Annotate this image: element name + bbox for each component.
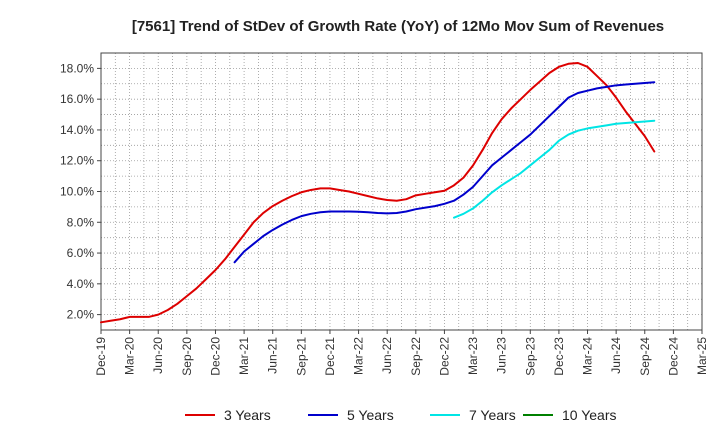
x-tick-label: Mar-20 xyxy=(123,337,137,375)
x-tick-label: Mar-23 xyxy=(466,337,480,375)
x-tick-label: Jun-24 xyxy=(609,337,623,374)
x-tick-label: Jun-23 xyxy=(495,337,509,374)
x-tick-label: Dec-21 xyxy=(323,337,337,376)
y-tick-label: 16.0% xyxy=(60,92,94,106)
x-tick-label: Sep-20 xyxy=(180,337,194,376)
x-tick-label: Sep-22 xyxy=(409,337,423,376)
legend: 3 Years 5 Years 7 Years 10 Years xyxy=(185,407,617,423)
x-tick-label: Mar-25 xyxy=(695,337,709,375)
y-tick-label: 14.0% xyxy=(60,123,94,137)
x-axis: Dec-19 Mar-20 Jun-20 Sep-20 Dec-20 Mar-21 Jun-… xyxy=(94,330,709,376)
x-tick-label: Mar-21 xyxy=(237,337,251,375)
y-tick-label: 18.0% xyxy=(60,61,94,75)
series-line-3-years xyxy=(100,62,656,324)
y-tick-label: 10.0% xyxy=(60,185,94,199)
y-tick-label: 4.0% xyxy=(67,277,95,291)
legend-label-3-years: 3 Years xyxy=(224,407,271,423)
y-tick-label: 12.0% xyxy=(60,154,94,168)
y-axis: 2.0% 4.0% 6.0% 8.0% 10.0% 12.0% 14.0% 16.0% 18.0… xyxy=(60,61,101,322)
x-tick-label: Sep-24 xyxy=(638,337,652,376)
x-tick-label: Jun-22 xyxy=(380,337,394,374)
x-tick-label: Sep-23 xyxy=(523,337,537,376)
y-tick-label: 8.0% xyxy=(67,215,95,229)
x-tick-label: Sep-21 xyxy=(294,337,308,376)
x-tick-label: Dec-23 xyxy=(552,337,566,376)
legend-label-5-years: 5 Years xyxy=(347,407,394,423)
series-line-7-years xyxy=(452,119,656,219)
x-tick-label: Mar-22 xyxy=(352,337,366,375)
x-tick-label: Dec-22 xyxy=(437,337,451,376)
series-line-5-years xyxy=(233,81,656,264)
grid-layer xyxy=(100,52,703,331)
y-tick-label: 6.0% xyxy=(67,246,95,260)
series-layer xyxy=(100,62,656,324)
chart-title: [7561] Trend of StDev of Growth Rate (Yo… xyxy=(132,18,664,35)
legend-label-7-years: 7 Years xyxy=(469,407,516,423)
x-tick-label: Mar-24 xyxy=(581,337,595,375)
x-tick-label: Dec-20 xyxy=(208,337,222,376)
x-tick-label: Dec-19 xyxy=(94,337,108,376)
x-tick-label: Jun-20 xyxy=(151,337,165,374)
x-tick-label: Dec-24 xyxy=(666,337,680,376)
x-tick-label: Jun-21 xyxy=(266,337,280,374)
legend-label-10-years: 10 Years xyxy=(562,407,617,423)
y-tick-label: 2.0% xyxy=(67,308,95,322)
